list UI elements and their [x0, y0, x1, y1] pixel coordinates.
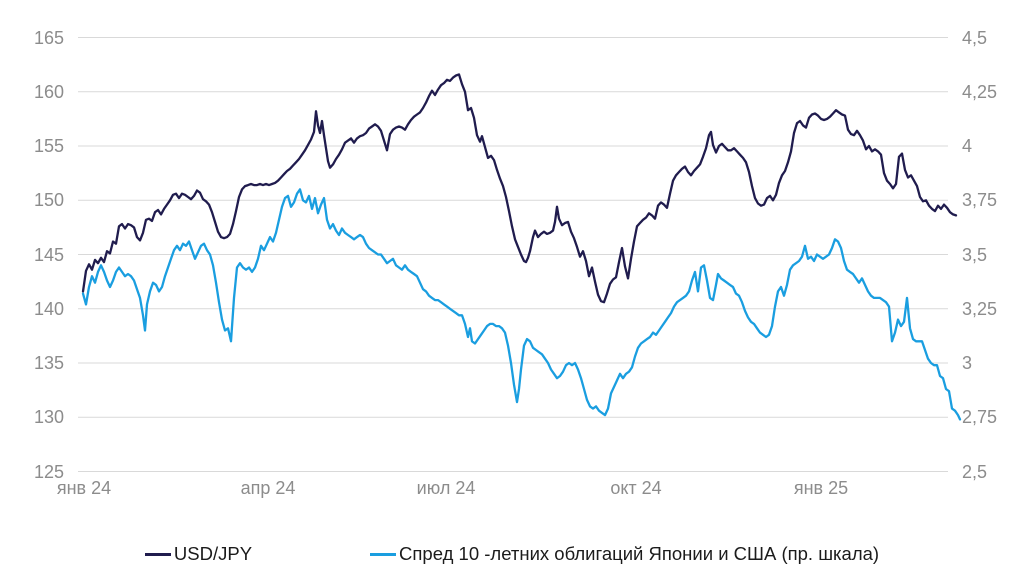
legend-item-spread: Спред 10 -летних облигаций Японии и США … — [370, 543, 879, 565]
legend-label-spread: Спред 10 -летних облигаций Японии и США … — [399, 543, 880, 564]
x-axis-tick-label: окт 24 — [610, 478, 662, 498]
y-axis-right-tick-label: 4,25 — [962, 81, 998, 102]
usdjpy-line — [81, 73, 958, 304]
y-axis-left-tick-label: 125 — [33, 461, 64, 482]
y-axis-left-tick-label: 165 — [33, 27, 64, 48]
y-axis-left-tick-label: 130 — [33, 407, 64, 428]
y-axis-right-tick-label: 4 — [962, 136, 973, 156]
y-axis-right-tick-label: 2,5 — [962, 461, 988, 482]
gridlines — [78, 37, 948, 472]
x-axis-tick-label: янв 24 — [56, 478, 112, 498]
y-axis-left-tick-label: 160 — [33, 81, 64, 102]
legend-dash-usdjpy-icon — [144, 552, 171, 556]
y-axis-left-tick-label: 135 — [33, 353, 64, 373]
x-axis-tick-label: июл 24 — [416, 478, 476, 498]
series-lines — [81, 73, 962, 421]
y-axis-left-tick-label: 150 — [33, 190, 64, 211]
legend-dash-spread-icon — [370, 552, 397, 556]
y-axis-right-tick-label: 3,5 — [962, 244, 988, 265]
y-axis-right-tick-label: 4,5 — [962, 27, 988, 48]
y-axis-right-tick-label: 3,25 — [962, 298, 998, 319]
legend-item-usdjpy: USD/JPY — [144, 543, 253, 565]
legend: USD/JPY Спред 10 -летних облигаций Япони… — [0, 543, 1024, 565]
y-axis-right-tick-label: 3 — [962, 353, 973, 373]
legend-label-usdjpy: USD/JPY — [173, 543, 253, 564]
spread-line — [81, 188, 962, 421]
y-axis-left-tick-label: 145 — [33, 244, 64, 265]
y-axis-right-tick-label: 3,75 — [962, 190, 998, 211]
y-axis-right-tick-label: 2,75 — [962, 407, 998, 428]
x-axis-tick-label: янв 25 — [793, 478, 849, 498]
x-axis-tick-label: апр 24 — [240, 478, 296, 498]
y-axis-left-tick-label: 140 — [33, 298, 64, 319]
y-axis-left-tick-label: 155 — [33, 136, 64, 156]
